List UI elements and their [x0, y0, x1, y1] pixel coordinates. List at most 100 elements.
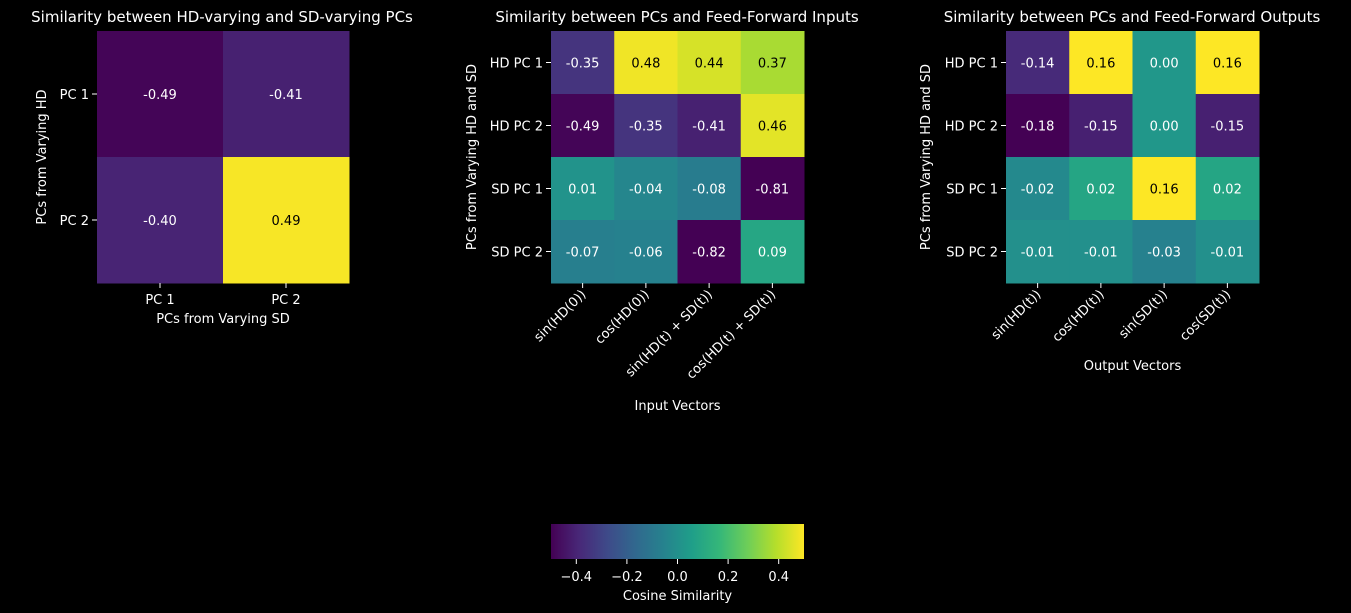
cell-value-label: 0.46 — [758, 120, 787, 135]
cell-value-label: -0.15 — [1211, 120, 1245, 135]
heatmap-cell — [1006, 94, 1070, 158]
colorbar-label: Cosine Similarity — [623, 589, 733, 604]
colorbar-tick-label: 0.2 — [718, 570, 739, 585]
heatmap-cell — [1195, 31, 1260, 95]
cell-value-label: -0.35 — [629, 120, 663, 135]
heatmap-cell — [1069, 157, 1133, 221]
y-tick-label: SD PC 1 — [491, 183, 543, 198]
heatmap-cell — [1195, 220, 1260, 284]
heatmap-cell — [551, 31, 615, 95]
y-axis-label: PCs from Varying HD and SD — [919, 64, 934, 250]
colorbar-tick-label: −0.4 — [561, 570, 593, 585]
cell-value-label: -0.41 — [692, 120, 726, 135]
heatmap-cell — [614, 157, 678, 221]
cell-value-label: -0.06 — [629, 246, 663, 261]
heatmap-cell — [740, 31, 805, 95]
heatmap-cell — [1132, 31, 1197, 95]
cell-value-label: -0.04 — [629, 183, 663, 198]
heatmap-cell — [1069, 220, 1133, 284]
colorbar-tick-label: −0.2 — [611, 570, 643, 585]
heatmap-cell — [1006, 31, 1070, 95]
heatmap-cell — [1132, 157, 1197, 221]
heatmap-cell — [1195, 94, 1260, 158]
heatmap-cell — [1195, 157, 1260, 221]
colorbar-tick-label: 0.4 — [768, 570, 789, 585]
x-axis-label: Output Vectors — [1084, 359, 1182, 374]
cell-value-label: -0.49 — [143, 88, 177, 103]
heatmap-cell — [677, 31, 742, 95]
heatmap-panel-3: Similarity between PCs and Feed-Forward … — [919, 8, 1320, 374]
heatmap-cell — [1006, 157, 1070, 221]
cell-value-label: 0.16 — [1213, 57, 1242, 72]
y-axis-label: PCs from Varying HD — [35, 89, 50, 224]
cell-value-label: -0.82 — [692, 246, 726, 261]
heatmap-cell — [677, 157, 742, 221]
heatmap-title: Similarity between HD-varying and SD-var… — [31, 8, 413, 26]
y-tick-label: SD PC 2 — [491, 246, 543, 261]
x-axis-label: PCs from Varying SD — [156, 312, 290, 327]
colorbar: −0.4 −0.2 0.0 0.2 0.4 Cosine Similarity — [551, 524, 804, 604]
cell-value-label: -0.35 — [566, 57, 600, 72]
cell-value-label: -0.01 — [1084, 246, 1118, 261]
heatmap-cell — [1132, 94, 1197, 158]
cell-value-label: -0.01 — [1211, 246, 1245, 261]
heatmap-cell — [223, 157, 350, 284]
heatmap-cell — [614, 31, 678, 95]
heatmap-cell — [551, 220, 615, 284]
heatmap-cell — [740, 157, 805, 221]
heatmap-cell — [740, 94, 805, 158]
cell-value-label: -0.01 — [1021, 246, 1055, 261]
cell-value-label: -0.14 — [1021, 57, 1055, 72]
cell-value-label: -0.03 — [1147, 246, 1181, 261]
x-tick-label: PC 1 — [145, 293, 174, 308]
cell-value-label: 0.16 — [1150, 183, 1179, 198]
y-tick-label: HD PC 2 — [945, 120, 998, 135]
cell-value-label: 0.44 — [695, 57, 724, 72]
heatmap-cell — [1132, 220, 1197, 284]
cell-value-label: -0.40 — [143, 214, 177, 229]
heatmap-cell — [551, 157, 615, 221]
cell-value-label: -0.07 — [566, 246, 600, 261]
heatmap-cell — [677, 220, 742, 284]
x-axis-label: Input Vectors — [635, 399, 721, 414]
cell-value-label: -0.02 — [1021, 183, 1055, 198]
cell-value-label: -0.81 — [756, 183, 790, 198]
heatmap-cell — [1006, 220, 1070, 284]
cell-value-label: 0.48 — [631, 57, 660, 72]
colorbar-ticks: −0.4 −0.2 0.0 0.2 0.4 — [561, 559, 789, 585]
heatmap-title: Similarity between PCs and Feed-Forward … — [495, 8, 859, 26]
heatmap-cell — [551, 94, 615, 158]
heatmap-cell — [1069, 94, 1133, 158]
heatmap-panel-1: Similarity between HD-varying and SD-var… — [31, 8, 413, 327]
y-tick-label: HD PC 1 — [945, 57, 998, 72]
heatmap-cell — [614, 94, 678, 158]
heatmap-cell — [740, 220, 805, 284]
cell-value-label: 0.49 — [272, 214, 301, 229]
heatmap-cell — [614, 220, 678, 284]
y-tick-label: SD PC 2 — [946, 246, 998, 261]
cell-value-label: 0.02 — [1213, 183, 1242, 198]
cell-value-label: 0.02 — [1086, 183, 1115, 198]
cell-value-label: -0.08 — [692, 183, 726, 198]
y-tick-label: PC 1 — [60, 88, 89, 103]
colorbar-gradient — [551, 524, 804, 559]
cell-value-label: -0.15 — [1084, 120, 1118, 135]
cell-value-label: -0.18 — [1021, 120, 1055, 135]
cell-value-label: 0.01 — [568, 183, 597, 198]
y-tick-label: PC 2 — [60, 214, 89, 229]
x-tick-label: PC 2 — [271, 293, 300, 308]
cell-value-label: 0.16 — [1086, 57, 1115, 72]
heatmap-cell — [677, 94, 742, 158]
heatmap-cell — [223, 31, 350, 158]
heatmap-cell — [97, 157, 224, 284]
colorbar-tick-label: 0.0 — [667, 570, 688, 585]
cell-value-label: 0.37 — [758, 57, 787, 72]
cell-value-label: 0.00 — [1150, 120, 1179, 135]
cell-value-label: 0.09 — [758, 246, 787, 261]
heatmap-title: Similarity between PCs and Feed-Forward … — [944, 8, 1321, 26]
heatmap-cell — [1069, 31, 1133, 95]
y-tick-label: HD PC 1 — [490, 57, 543, 72]
cell-value-label: -0.49 — [566, 120, 600, 135]
heatmap-cell — [97, 31, 224, 158]
